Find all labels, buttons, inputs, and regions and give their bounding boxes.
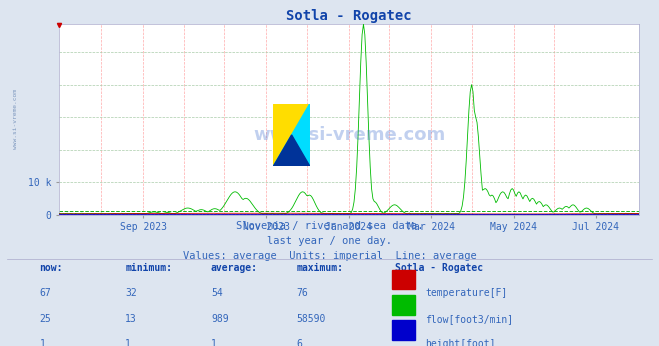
Text: maximum:: maximum: [297,263,343,273]
Text: flow[foot3/min]: flow[foot3/min] [425,313,513,324]
Text: 989: 989 [211,313,229,324]
Text: 58590: 58590 [297,313,326,324]
Text: 1: 1 [40,339,45,346]
Title: Sotla - Rogatec: Sotla - Rogatec [287,9,412,23]
Bar [392,270,415,289]
Text: 67: 67 [40,289,51,299]
Text: Values: average  Units: imperial  Line: average: Values: average Units: imperial Line: av… [183,251,476,261]
Text: Slovenia / river and sea data.: Slovenia / river and sea data. [236,221,423,231]
Polygon shape [273,135,310,166]
Text: last year / one day.: last year / one day. [267,236,392,246]
Bar [392,320,415,340]
Text: now:: now: [40,263,63,273]
Text: 13: 13 [125,313,137,324]
Text: 25: 25 [40,313,51,324]
Text: average:: average: [211,263,258,273]
Text: 76: 76 [297,289,308,299]
Text: 54: 54 [211,289,223,299]
Bar [392,295,415,315]
Text: temperature[F]: temperature[F] [425,289,507,299]
Text: 6: 6 [297,339,302,346]
Polygon shape [273,104,310,166]
Text: Sotla - Rogatec: Sotla - Rogatec [395,263,484,273]
Text: minimum:: minimum: [125,263,172,273]
Text: height[foot]: height[foot] [425,339,496,346]
Text: 32: 32 [125,289,137,299]
Text: www.si-vreme.com: www.si-vreme.com [13,89,18,149]
Text: www.si-vreme.com: www.si-vreme.com [253,126,445,144]
Text: 1: 1 [125,339,131,346]
Polygon shape [273,104,310,166]
Text: 1: 1 [211,339,217,346]
